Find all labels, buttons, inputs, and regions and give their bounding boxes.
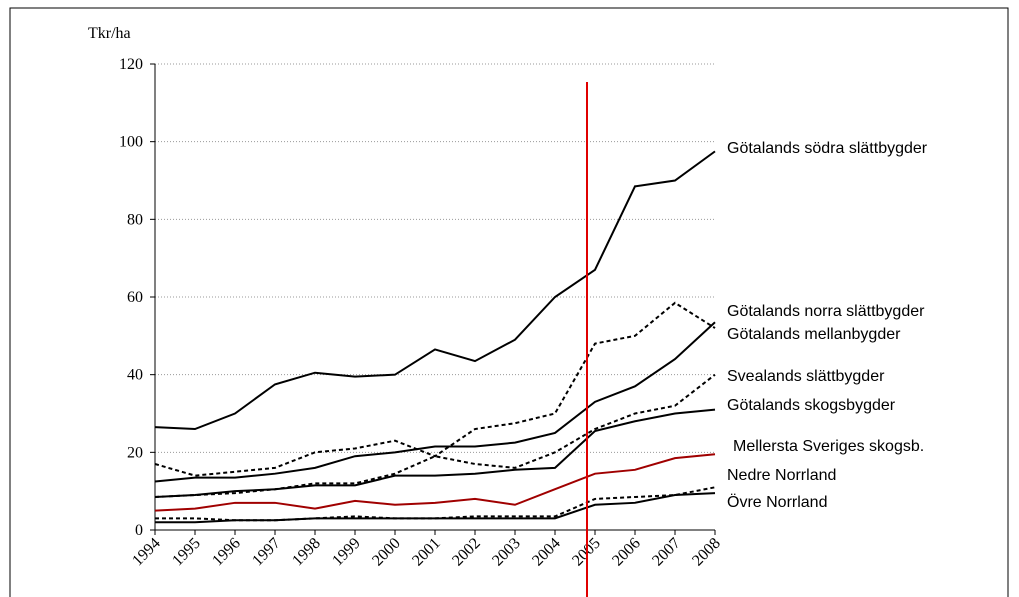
x-tick-label: 2003: [489, 535, 524, 570]
series-line: [154, 150, 716, 431]
x-tick-label: 2000: [369, 535, 404, 570]
series-label: Svealands slättbygder: [727, 368, 885, 385]
y-tick-label: 40: [127, 367, 143, 384]
x-tick-label: 1996: [209, 535, 244, 570]
x-tick-label: 1998: [289, 535, 324, 570]
x-tick-label: 2004: [529, 535, 564, 570]
series-label: Mellersta Sveriges skogsb.: [733, 438, 924, 455]
x-tick-label: 1999: [329, 535, 364, 570]
x-tick-label: 2002: [449, 535, 484, 570]
series-label: Götalands skogsbygder: [727, 397, 896, 414]
series-label: Götalands södra slättbygder: [727, 140, 928, 157]
series-line: [155, 492, 716, 524]
series-label: Nedre Norrland: [727, 467, 836, 484]
x-tick-label: 2001: [409, 535, 444, 570]
series-line: [154, 453, 716, 512]
x-tick-label: 1997: [249, 535, 284, 570]
y-tick-label: 120: [119, 56, 143, 73]
x-tick-label: 2008: [689, 535, 724, 570]
y-tick-label: 80: [127, 211, 143, 228]
series-label: Övre Norrland: [727, 493, 827, 511]
series-line: [154, 373, 716, 498]
y-tick-label: 60: [127, 289, 143, 306]
series-line: [154, 301, 716, 477]
series-label: Götalands mellanbygder: [727, 326, 901, 343]
x-tick-label: 2006: [609, 535, 644, 570]
frame: [9, 7, 1009, 597]
x-tick-label: 1994: [129, 535, 164, 570]
y-tick-label: 20: [127, 444, 143, 461]
y-tick-label: 0: [135, 522, 143, 539]
y-tick-label: 100: [119, 134, 143, 151]
y-unit-label: Tkr/ha: [88, 25, 131, 42]
x-tick-label: 1995: [169, 535, 204, 570]
series-line: [154, 321, 716, 483]
series-line: [154, 408, 716, 498]
series-label: Götalands norra slättbygder: [727, 303, 925, 320]
x-tick-label: 2007: [649, 535, 684, 570]
